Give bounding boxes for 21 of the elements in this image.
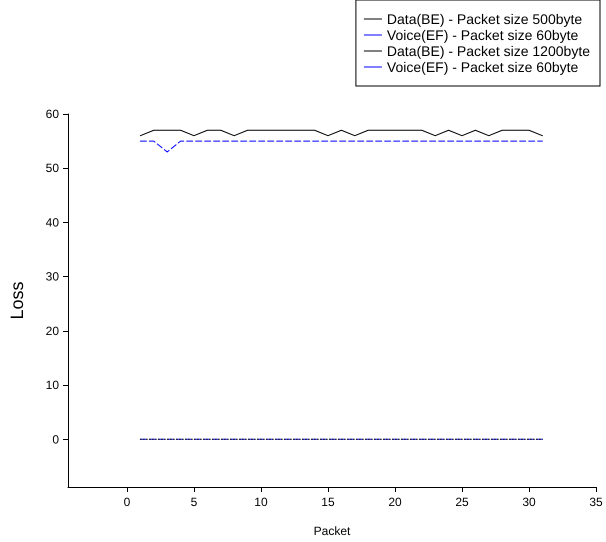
legend-label: Voice(EF) - Packet size 60byte <box>386 27 579 43</box>
x-tick-label: 10 <box>254 495 268 509</box>
x-tick-label: 15 <box>321 495 335 509</box>
x-tick-label: 30 <box>522 495 536 509</box>
x-tick-label: 5 <box>190 495 198 509</box>
legend-label: Voice(EF) - Packet size 60byte <box>386 59 579 75</box>
x-tick-label: 35 <box>589 495 603 509</box>
legend-label: Data(BE) - Packet size 1200byte <box>386 43 590 59</box>
x-tick-label: 0 <box>124 495 131 509</box>
x-tick-label: 20 <box>388 495 402 509</box>
y-axis-title: Loss <box>7 281 27 320</box>
y-tick-label: 50 <box>46 161 60 176</box>
y-tick-label: 20 <box>46 324 60 338</box>
x-axis-title: Packet <box>314 524 352 538</box>
y-tick-label: 60 <box>46 107 60 121</box>
y-tick-label: 40 <box>46 215 60 230</box>
y-tick-label: 30 <box>46 270 60 284</box>
x-tick-label: 25 <box>455 495 469 509</box>
y-tick-label: 10 <box>46 378 60 392</box>
legend-label: Data(BE) - Packet size 500byte <box>386 11 582 27</box>
y-tick-label: 0 <box>52 432 60 446</box>
